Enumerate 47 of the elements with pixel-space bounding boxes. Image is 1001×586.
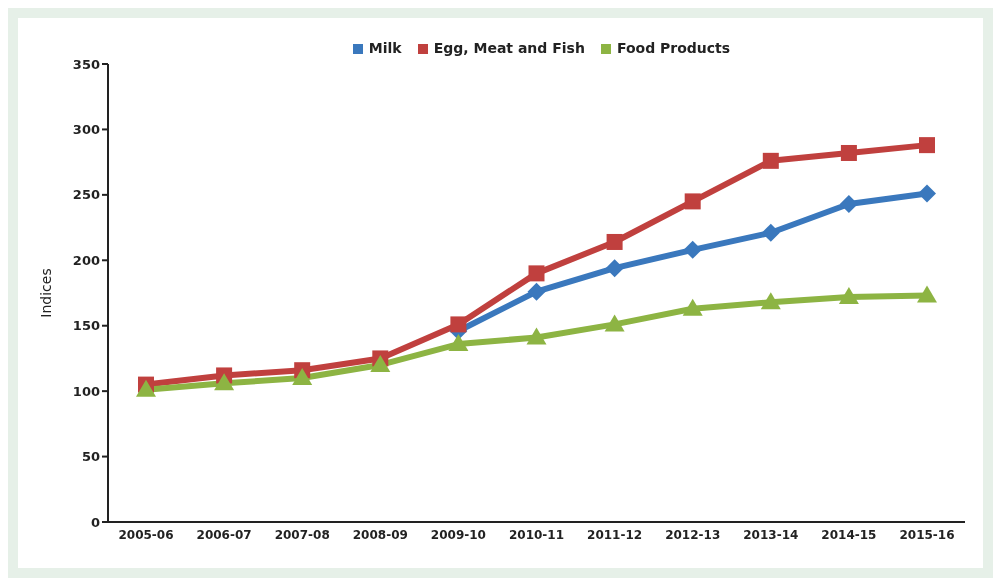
y-tick-label: 350 (72, 56, 100, 72)
point (136, 379, 156, 397)
point (919, 137, 935, 154)
y-tick-label: 300 (72, 122, 100, 138)
x-tick-label: 2010-11 (508, 527, 565, 542)
y-tick-label: 150 (72, 318, 100, 334)
point (762, 152, 779, 169)
point (684, 193, 701, 210)
x-tick-label: 2011-12 (587, 527, 643, 542)
point (683, 240, 702, 259)
point (370, 354, 391, 372)
point (450, 316, 467, 333)
x-tick-label: 2014-15 (821, 527, 877, 542)
legend-label: Food Products (615, 40, 731, 56)
point (448, 334, 469, 352)
point (605, 259, 624, 278)
y-tick-label: 250 (72, 187, 100, 203)
point (606, 233, 623, 250)
point (917, 285, 937, 303)
legend-label: Milk (367, 40, 402, 56)
point (292, 368, 313, 386)
point (527, 282, 546, 301)
y-tick-label: 200 (72, 252, 100, 268)
y-axis-title: Indices (37, 268, 54, 318)
x-tick-label: 2015-16 (899, 527, 955, 542)
point (840, 144, 857, 161)
point (761, 223, 780, 242)
x-tick-label: 2013-14 (743, 527, 799, 542)
point (839, 195, 858, 214)
x-tick-label: 2009-10 (430, 527, 486, 542)
point (528, 265, 545, 282)
x-tick-label: 2007-08 (274, 527, 330, 542)
y-tick-label: 100 (72, 383, 100, 399)
point (682, 298, 703, 316)
x-tick-label: 2006-07 (196, 527, 252, 542)
x-tick-label: 2012-13 (665, 527, 721, 542)
point (604, 314, 625, 332)
point (214, 373, 235, 391)
point (760, 292, 781, 310)
x-tick-label: 2005-06 (118, 527, 174, 542)
legend-label: Egg, Meat and Fish (432, 40, 585, 56)
point (918, 184, 936, 203)
y-tick-label: 0 (90, 514, 100, 530)
point (838, 286, 859, 304)
x-tick-label: 2008-09 (352, 527, 408, 542)
point (526, 327, 547, 345)
y-tick-label: 50 (81, 449, 100, 465)
